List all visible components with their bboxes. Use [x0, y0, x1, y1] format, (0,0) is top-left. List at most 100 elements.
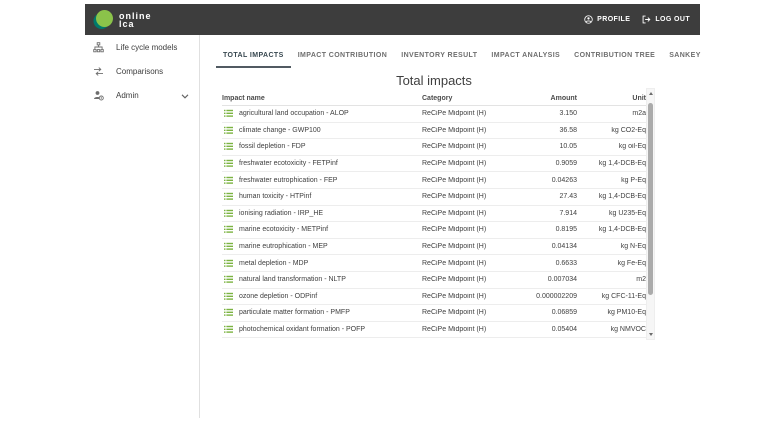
impact-name-text: metal depletion - MDP: [239, 259, 309, 267]
impact-name-cell: fossil depletion - FDP: [222, 142, 422, 151]
impact-name-cell: freshwater eutrophication - FEP: [222, 176, 422, 185]
amount-cell: 0.9059: [555, 160, 577, 168]
unit-cell: kg P-Eq: [621, 176, 646, 184]
amount-cell: 36.58: [559, 126, 577, 134]
category-cell: ReCiPe Midpoint (H): [422, 292, 487, 300]
logout-button[interactable]: LOG OUT: [642, 15, 690, 24]
hierarchy-icon: [93, 41, 104, 53]
list-icon: [224, 209, 233, 218]
logo-text: online lca: [119, 11, 152, 28]
list-icon: [224, 176, 233, 185]
table-row[interactable]: natural land transformation - NLTP ReCiP…: [222, 272, 646, 289]
amount-cell: 0.8195: [555, 226, 577, 234]
unit-cell: kg 1,4-DCB-Eq: [598, 193, 646, 201]
table-row[interactable]: particulate matter formation - PMFP ReCi…: [222, 305, 646, 322]
amount-cell: 27.43: [559, 193, 577, 201]
account-circle-icon: [584, 15, 593, 24]
sidebar-item-life-cycle-models[interactable]: Life cycle models: [85, 35, 199, 59]
sidebar-item-admin[interactable]: Admin: [85, 83, 199, 107]
category-cell: ReCiPe Midpoint (H): [422, 143, 487, 151]
category-cell: ReCiPe Midpoint (H): [422, 193, 487, 201]
category-cell: ReCiPe Midpoint (H): [422, 126, 487, 134]
list-icon: [224, 308, 233, 317]
unit-cell: m2: [636, 276, 646, 284]
unit-cell: m2a: [632, 110, 646, 118]
list-icon: [224, 109, 233, 118]
tab[interactable]: IMPACT ANALYSIS: [491, 52, 561, 59]
unit-cell: kg Fe-Eq: [617, 259, 646, 267]
tab[interactable]: CONTRIBUTION TREE: [574, 52, 656, 59]
tab[interactable]: SANKEY: [669, 52, 701, 59]
table-row[interactable]: fossil depletion - FDP ReCiPe Midpoint (…: [222, 139, 646, 156]
unit-cell: kg 1,4-DCB-Eq: [598, 226, 646, 234]
impact-name-text: ionising radiation - IRP_HE: [239, 209, 324, 217]
logo-globe-icon: [93, 9, 114, 30]
app-header: online lca PROFILE LOG OUT: [85, 4, 700, 35]
tab[interactable]: TOTAL IMPACTS: [216, 45, 291, 68]
impact-name-text: particulate matter formation - PMFP: [239, 309, 350, 317]
impact-name-cell: agricultural land occupation - ALOP: [222, 109, 422, 118]
category-cell: ReCiPe Midpoint (H): [422, 309, 487, 317]
logout-label: LOG OUT: [655, 16, 690, 23]
table-row[interactable]: marine eutrophication - MEP ReCiPe Midpo…: [222, 239, 646, 256]
unit-cell: kg N-Eq: [620, 243, 646, 251]
impact-name-text: marine ecotoxicity - METPinf: [239, 226, 329, 234]
list-icon: [224, 159, 233, 168]
scroll-up-arrow-icon: [648, 92, 653, 95]
impact-name-cell: particulate matter formation - PMFP: [222, 308, 422, 317]
impact-name-text: human toxicity - HTPinf: [239, 193, 312, 201]
scroll-up-button[interactable]: [647, 89, 654, 98]
table-row[interactable]: human toxicity - HTPinf ReCiPe Midpoint …: [222, 189, 646, 206]
sidebar-divider: [199, 35, 200, 418]
table-row[interactable]: metal depletion - MDP ReCiPe Midpoint (H…: [222, 255, 646, 272]
table-row[interactable]: agricultural land occupation - ALOP ReCi…: [222, 106, 646, 123]
admin-icon: [93, 90, 104, 101]
tab-bar: TOTAL IMPACTS IMPACT CONTRIBUTION INVENT…: [216, 45, 708, 68]
amount-cell: 0.000002209: [536, 292, 577, 300]
page-title: Total impacts: [396, 73, 472, 88]
category-cell: ReCiPe Midpoint (H): [422, 259, 487, 267]
impact-name-text: fossil depletion - FDP: [239, 143, 306, 151]
profile-button[interactable]: PROFILE: [584, 15, 630, 24]
impact-name-cell: marine eutrophication - MEP: [222, 242, 422, 251]
impact-name-cell: freshwater ecotoxicity - FETPinf: [222, 159, 422, 168]
table-row[interactable]: freshwater ecotoxicity - FETPinf ReCiPe …: [222, 156, 646, 173]
table-scrollbar[interactable]: [646, 88, 655, 340]
amount-cell: 0.6633: [555, 259, 577, 267]
amount-cell: 0.06859: [551, 309, 577, 317]
table-row[interactable]: ozone depletion - ODPinf ReCiPe Midpoint…: [222, 289, 646, 306]
tab[interactable]: IMPACT CONTRIBUTION: [297, 52, 388, 59]
table-row[interactable]: climate change - GWP100 ReCiPe Midpoint …: [222, 123, 646, 140]
sidebar-item-label: Admin: [116, 90, 139, 100]
impact-name-text: marine eutrophication - MEP: [239, 243, 328, 251]
table-row[interactable]: marine ecotoxicity - METPinf ReCiPe Midp…: [222, 222, 646, 239]
unit-cell: kg oil-Eq: [618, 143, 646, 151]
unit-cell: kg NMVOC: [610, 326, 646, 334]
sidebar-item-comparisons[interactable]: Comparisons: [85, 59, 199, 83]
table-row[interactable]: freshwater eutrophication - FEP ReCiPe M…: [222, 172, 646, 189]
list-icon: [224, 275, 233, 284]
sidebar-item-label: Comparisons: [116, 66, 164, 76]
scrollbar-thumb[interactable]: [648, 103, 653, 295]
amount-cell: 0.007034: [547, 276, 577, 284]
amount-cell: 0.04263: [551, 176, 577, 184]
amount-cell: 0.04134: [551, 243, 577, 251]
table-row[interactable]: photochemical oxidant formation - POFP R…: [222, 322, 646, 339]
table-row[interactable]: ionising radiation - IRP_HE ReCiPe Midpo…: [222, 206, 646, 223]
unit-cell: kg CFC-11-Eq: [601, 292, 646, 300]
impact-name-cell: climate change - GWP100: [222, 126, 422, 135]
compare-arrows-icon: [93, 66, 104, 77]
category-cell: ReCiPe Midpoint (H): [422, 209, 487, 217]
category-cell: ReCiPe Midpoint (H): [422, 276, 487, 284]
unit-cell: kg CO2-Eq: [611, 126, 646, 134]
list-icon: [224, 142, 233, 151]
impact-name-cell: natural land transformation - NLTP: [222, 275, 422, 284]
sidebar: Life cycle models Comparisons Admin: [85, 35, 199, 107]
scroll-down-button[interactable]: [647, 330, 654, 339]
table-header: Impact name Category Amount Unit: [222, 91, 646, 106]
tab[interactable]: INVENTORY RESULT: [401, 52, 478, 59]
chevron-down-icon: [181, 86, 189, 104]
list-icon: [224, 292, 233, 301]
amount-cell: 3.150: [559, 110, 577, 118]
